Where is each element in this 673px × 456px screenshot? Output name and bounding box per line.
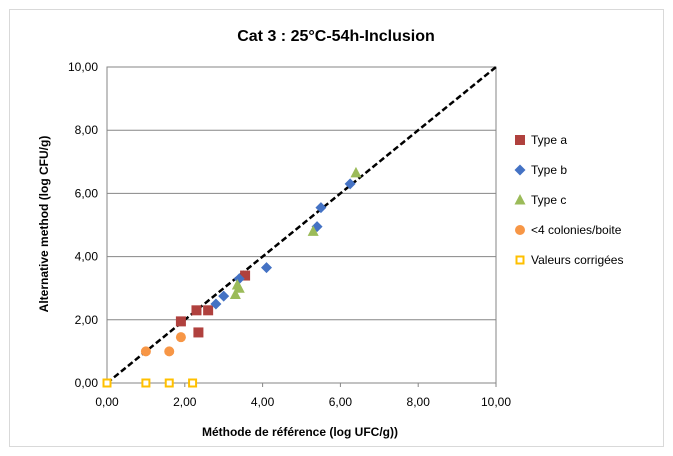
x-tick-label: 0,00: [95, 395, 119, 409]
y-axis-label: Alternative method (log CFU/g): [37, 136, 51, 313]
legend-item: <4 colonies/boite: [515, 223, 622, 237]
legend-marker: [515, 135, 525, 145]
legend-label: Type c: [531, 193, 566, 207]
legend-marker: [514, 164, 526, 176]
data-points: [102, 166, 362, 388]
legend-label: Type b: [531, 163, 567, 177]
legend-item: Type b: [514, 163, 567, 177]
legend-marker: [515, 255, 525, 265]
y-tick-label: 10,00: [68, 60, 98, 74]
data-point: [260, 262, 272, 274]
data-point: [164, 378, 174, 388]
data-point: [175, 332, 186, 343]
series-square: [175, 270, 251, 338]
series-diamond: [210, 178, 356, 310]
data-point: [164, 346, 175, 357]
data-point: [240, 270, 251, 281]
chart-title: Cat 3 : 25°C-54h-Inclusion: [237, 28, 435, 45]
data-point: [102, 378, 112, 388]
legend-item: Valeurs corrigées: [515, 253, 623, 267]
plot-area: [106, 66, 497, 384]
x-tick-label: 6,00: [329, 395, 353, 409]
x-tick-label: 8,00: [407, 395, 431, 409]
data-point: [193, 327, 204, 338]
legend-marker: [515, 225, 525, 235]
reference-line: [106, 66, 497, 384]
x-axis-label: Méthode de référence (log UFC/g)): [202, 425, 398, 439]
legend-item: Type a: [515, 133, 567, 147]
data-point: [210, 298, 222, 310]
legend-label: Valeurs corrigées: [531, 253, 623, 267]
y-tick-label: 2,00: [75, 313, 99, 327]
data-point: [141, 378, 151, 388]
y-tick-label: 4,00: [75, 250, 99, 264]
series-circle: [140, 332, 186, 357]
x-tick-label: 10,00: [481, 395, 511, 409]
data-point: [188, 378, 198, 388]
x-tick-label: 4,00: [251, 395, 275, 409]
data-point: [175, 316, 186, 327]
data-point: [140, 346, 151, 357]
legend-marker: [514, 194, 526, 205]
reference-diagonal: [106, 66, 497, 384]
data-point: [218, 290, 230, 302]
series-square-open: [102, 378, 198, 388]
data-point: [315, 202, 327, 214]
legend: Type a Type b Type c <4 colonies/boite Valeu…: [514, 133, 623, 267]
y-tick-label: 6,00: [75, 186, 99, 200]
data-point: [203, 305, 214, 316]
legend-item: Type c: [514, 193, 566, 207]
legend-label: Type a: [531, 133, 567, 147]
axis-ticks: 0,00 2,00 4,00 6,00 8,00 10,00 0,00 2,00 4,00 6,0…: [68, 60, 511, 409]
legend-label: <4 colonies/boite: [531, 223, 622, 237]
data-point: [229, 288, 241, 300]
x-tick-label: 2,00: [173, 395, 197, 409]
data-point: [344, 178, 356, 190]
y-tick-label: 0,00: [75, 376, 99, 390]
data-point: [307, 225, 319, 236]
y-tick-label: 8,00: [75, 123, 99, 137]
data-point: [191, 305, 202, 316]
data-point: [350, 166, 362, 178]
series-triangle: [229, 166, 362, 300]
data-point: [233, 282, 245, 293]
